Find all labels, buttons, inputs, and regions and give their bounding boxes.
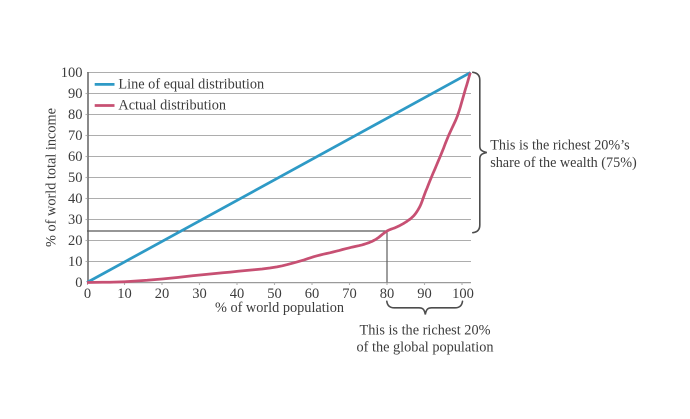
- svg-text:This is the richest 20%: This is the richest 20%: [359, 323, 490, 339]
- svg-text:30: 30: [192, 286, 207, 302]
- svg-text:100: 100: [452, 286, 474, 302]
- svg-text:50: 50: [267, 286, 282, 302]
- svg-text:80: 80: [380, 286, 395, 302]
- svg-text:60: 60: [68, 149, 83, 165]
- svg-text:90: 90: [68, 86, 83, 102]
- svg-text:30: 30: [68, 212, 83, 228]
- svg-text:Actual distribution: Actual distribution: [118, 98, 226, 114]
- svg-text:90: 90: [417, 286, 432, 302]
- svg-text:This is the richest 20%’s: This is the richest 20%’s: [490, 138, 630, 154]
- svg-text:% of world population: % of world population: [215, 300, 344, 316]
- svg-text:40: 40: [230, 286, 245, 302]
- svg-text:0: 0: [84, 286, 91, 302]
- svg-text:70: 70: [68, 128, 83, 144]
- svg-text:20: 20: [68, 233, 83, 249]
- svg-text:70: 70: [342, 286, 357, 302]
- svg-text:40: 40: [68, 191, 83, 207]
- svg-text:100: 100: [61, 65, 83, 81]
- svg-text:10: 10: [117, 286, 132, 302]
- svg-text:20: 20: [155, 286, 170, 302]
- svg-text:80: 80: [68, 107, 83, 123]
- svg-text:of the global population: of the global population: [357, 339, 494, 355]
- svg-text:% of world total income: % of world total income: [43, 108, 59, 247]
- svg-text:Line of equal distribution: Line of equal distribution: [118, 77, 264, 93]
- svg-text:50: 50: [68, 170, 83, 186]
- svg-text:60: 60: [305, 286, 320, 302]
- svg-text:10: 10: [68, 254, 83, 270]
- svg-text:share of the wealth (75%): share of the wealth (75%): [490, 155, 637, 171]
- svg-text:0: 0: [75, 275, 82, 291]
